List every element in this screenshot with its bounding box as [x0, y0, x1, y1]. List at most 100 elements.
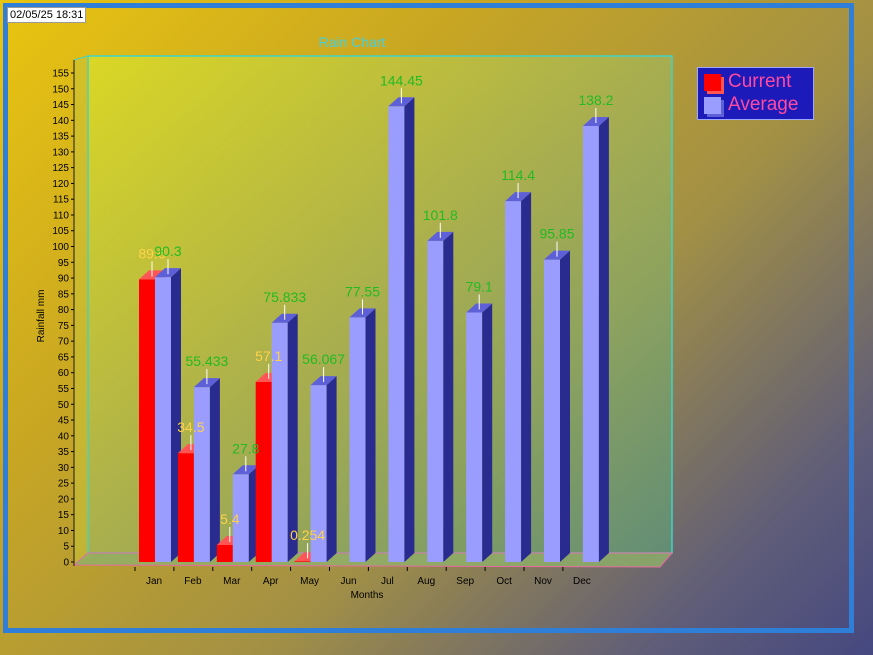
y-tick-label: 95 [58, 258, 70, 269]
y-tick-label: 115 [53, 195, 69, 206]
value-label-average: 95.85 [539, 226, 574, 242]
bar-side-average [598, 117, 609, 563]
y-tick-label: 85 [58, 289, 70, 300]
y-tick-label: 70 [58, 337, 70, 348]
y-tick-label: 105 [52, 226, 69, 237]
value-label-current: 0.254 [290, 527, 325, 543]
value-label-average: 75.833 [263, 289, 306, 305]
value-label-average: 144.45 [380, 72, 423, 88]
y-tick-label: 15 [58, 510, 70, 521]
y-tick-label: 125 [52, 163, 69, 174]
bar-average [349, 317, 366, 562]
x-tick-label: Jan [146, 576, 162, 587]
x-tick-label: Nov [534, 576, 552, 587]
y-tick-label: 90 [58, 274, 70, 285]
bar-side-average [287, 313, 298, 562]
x-axis-ticks: Jan Feb Mar Apr May Jun Jul Aug Sep Oct Nov Dec [134, 567, 591, 587]
value-label-current: 57.1 [255, 348, 282, 364]
bar-average [582, 126, 599, 563]
bar-average [505, 201, 522, 562]
bar-average [271, 322, 288, 562]
value-label-average: 114.4 [501, 167, 535, 183]
bar-average [155, 277, 171, 562]
y-tick-label: 25 [58, 479, 70, 490]
value-label-average: 101.8 [423, 207, 458, 223]
y-tick-label: 30 [58, 463, 70, 474]
y-tick-label: 100 [52, 242, 69, 253]
value-label-average: 79.1 [466, 278, 493, 294]
y-tick-label: 155 [52, 69, 69, 80]
y-tick-label: 45 [58, 416, 70, 427]
y-tick-label: 145 [52, 100, 69, 111]
bar-average [544, 259, 560, 562]
value-labels: 89.690.3 34.5 55.433 5.4 27.8 57.1 75.833 0.254… [138, 72, 614, 559]
bar-average [310, 385, 327, 562]
value-label-average: 138.2 [578, 92, 613, 108]
y-axis-label: Rainfall mm [36, 290, 47, 343]
bar-side-average [365, 308, 376, 562]
legend-swatch-current [704, 74, 721, 91]
y-tick-label: 110 [53, 210, 69, 221]
value-label-current: 5.4 [220, 511, 240, 527]
value-label-average: 27.8 [232, 440, 259, 456]
y-tick-label: 140 [52, 116, 69, 127]
x-tick-label: May [300, 576, 319, 587]
timestamp-label: 02/05/25 18:31 [7, 7, 87, 23]
x-tick-label: Jul [381, 576, 394, 587]
y-tick-label: 50 [58, 400, 70, 411]
x-tick-label: Oct [496, 576, 512, 587]
y-tick-label: 150 [52, 84, 69, 95]
value-label-current: 89.6 [138, 245, 165, 261]
y-tick-label: 120 [52, 179, 69, 190]
legend-label-average: Average [728, 94, 799, 115]
y-tick-label: 130 [52, 147, 69, 158]
bars-group [139, 97, 609, 563]
x-tick-label: Dec [573, 576, 591, 587]
bar-average [388, 106, 405, 563]
y-tick-label: 35 [58, 447, 70, 458]
x-tick-label: Mar [223, 576, 241, 587]
y-tick-label: 0 [63, 558, 69, 569]
bar-current [255, 381, 272, 562]
y-tick-label: 55 [58, 384, 70, 395]
x-tick-label: Jun [340, 576, 356, 587]
y-tick-label: 80 [58, 305, 70, 316]
bar-average [466, 312, 483, 562]
bar-average [427, 240, 444, 563]
chart-title: Rain Chart [319, 34, 386, 50]
bar-side-average [326, 376, 337, 562]
y-tick-label: 20 [58, 494, 70, 505]
bar-current [177, 453, 194, 562]
bar-side-average [404, 97, 415, 563]
legend-label-current: Current [728, 71, 792, 92]
y-tick-label: 5 [63, 542, 69, 553]
x-axis-label: Months [351, 590, 384, 601]
x-tick-label: Sep [456, 576, 474, 587]
value-label-average: 77.55 [345, 283, 380, 299]
bar-average [193, 387, 210, 562]
value-label-average: 90.3 [154, 243, 181, 259]
bar-side-average [560, 250, 570, 562]
x-tick-label: Apr [263, 576, 279, 587]
y-tick-label: 65 [58, 352, 70, 363]
bar-average [232, 474, 249, 562]
bar-side-average [521, 192, 532, 562]
bar-current [139, 279, 155, 562]
x-tick-label: Aug [417, 576, 435, 587]
y-tick-label: 40 [58, 431, 70, 442]
value-label-current: 34.5 [177, 419, 204, 435]
bar-current [294, 561, 311, 562]
bar-side-average [443, 231, 454, 563]
y-axis-ticks: 0 5 10 15 20 25 30 35 40 45 50 55 60 65 70 75 80 85 90 95 10… [52, 69, 74, 569]
y-tick-label: 135 [52, 132, 69, 143]
bar-current [216, 544, 233, 562]
bar-side-average [482, 303, 493, 562]
legend: Current Average [697, 67, 814, 120]
y-tick-label: 60 [58, 368, 70, 379]
bar-side-average [209, 378, 220, 562]
y-tick-label: 10 [58, 526, 70, 537]
chart-frame [3, 3, 854, 633]
value-label-average: 55.433 [185, 353, 228, 369]
x-tick-label: Feb [184, 576, 202, 587]
